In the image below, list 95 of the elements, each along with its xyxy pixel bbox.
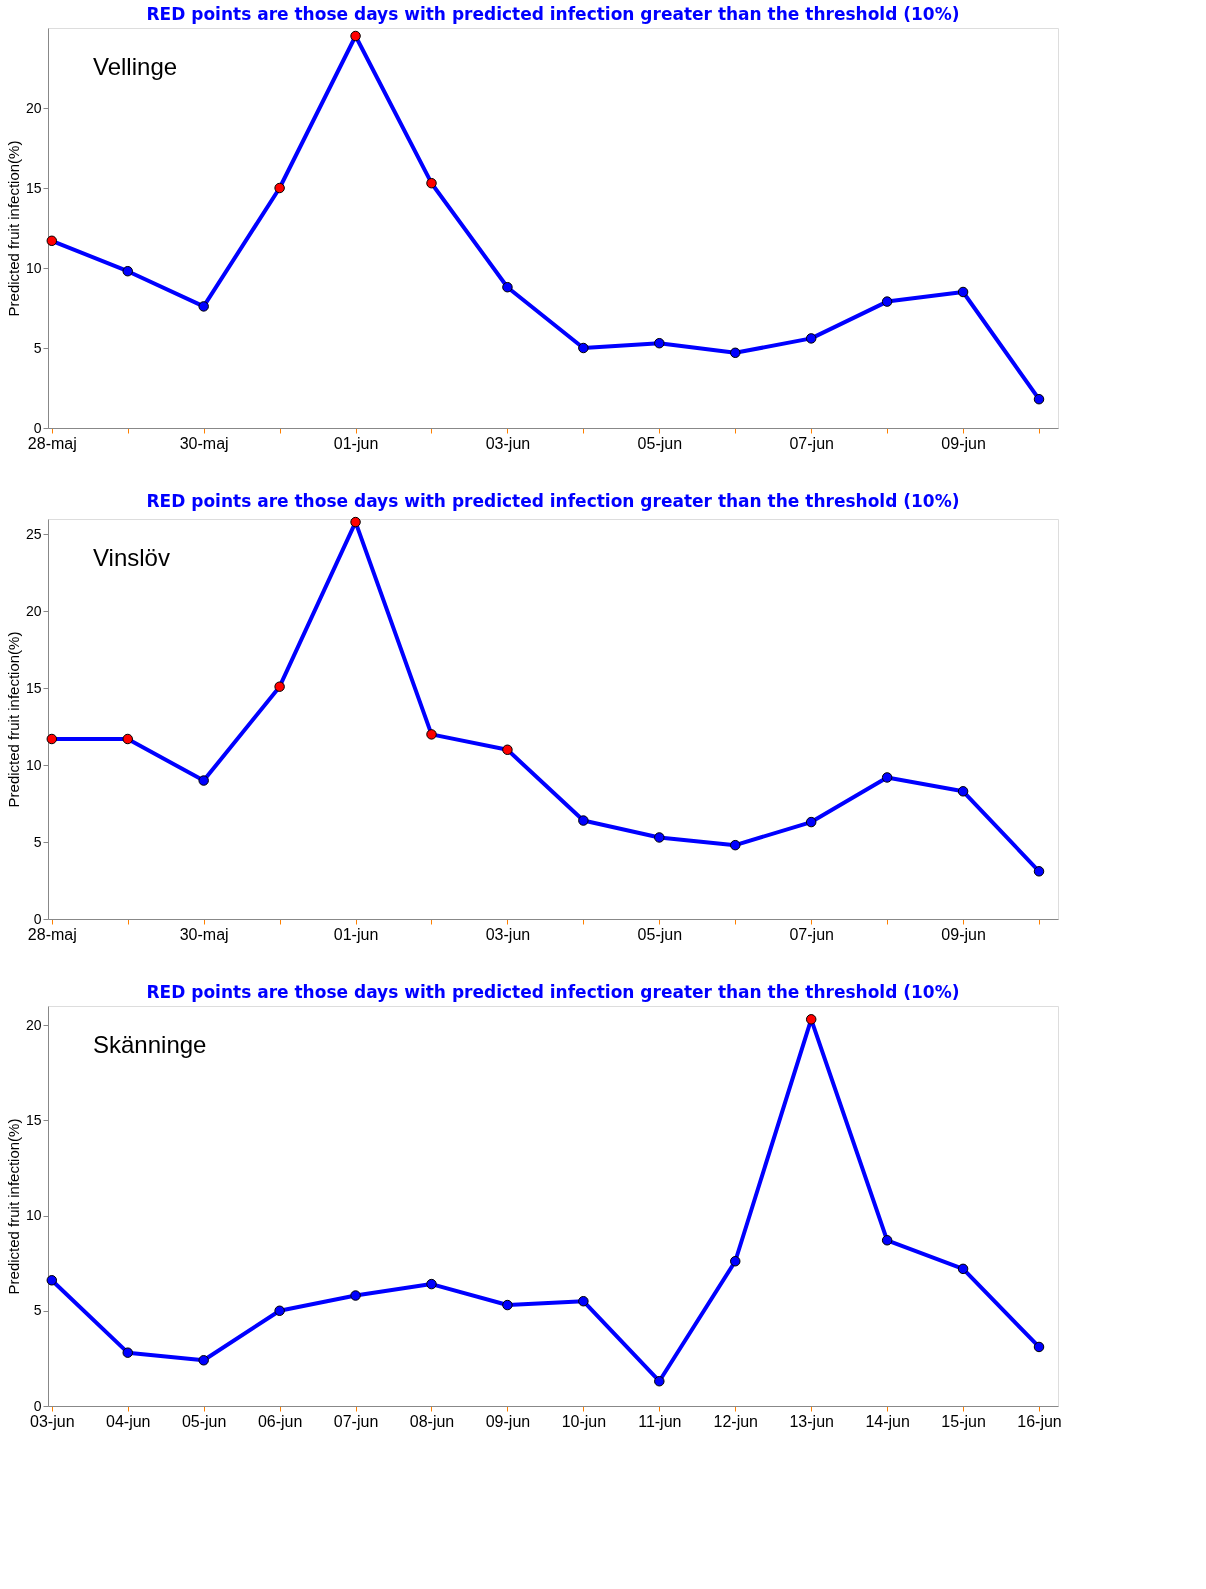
y-axis-title: Predicted fruit infection(%) <box>4 1118 22 1295</box>
x-tick-label: 03-jun <box>30 1412 75 1430</box>
chart-title: RED points are those days with predicted infection greater than the threshold (10%) <box>146 491 960 512</box>
point <box>198 1355 209 1366</box>
chart-title: RED points are those days with predicted infection greater than the threshold (10%) <box>146 4 960 24</box>
x-tick-label: 04-jun <box>105 1412 151 1430</box>
x-tick-label: 07-jun <box>789 925 834 943</box>
y-axis-title: Predicted fruit infection(%) <box>4 140 22 317</box>
point <box>1033 866 1045 877</box>
y-tick-label: 0 <box>33 419 42 436</box>
x-tick-label: 07-jun <box>789 434 834 452</box>
x-tick-label: 30-maj <box>179 434 229 452</box>
y-tick-label: 5 <box>33 1302 42 1319</box>
point <box>881 296 893 307</box>
x-tick-label: 01-jun <box>333 434 379 452</box>
y-tick-label: 10 <box>25 259 42 276</box>
x-tick-label: 10-jun <box>561 1412 607 1430</box>
annotation: Vinslöv <box>93 544 170 571</box>
point <box>122 733 133 745</box>
x-tick-label: 07-jun <box>333 1412 379 1430</box>
point <box>654 1376 665 1387</box>
y-tick-label: 10 <box>25 1207 42 1224</box>
point <box>122 265 133 277</box>
x-tick-label: 08-jun <box>409 1412 455 1430</box>
point <box>805 1014 817 1025</box>
point <box>1033 393 1045 405</box>
x-tick-label: 14-jun <box>865 1412 910 1430</box>
point <box>881 1235 893 1246</box>
point <box>274 1305 285 1316</box>
y-tick-label: 5 <box>33 339 42 356</box>
point <box>198 301 209 312</box>
point <box>122 1347 133 1358</box>
y-tick-label: 20 <box>25 1016 42 1033</box>
point <box>350 1290 361 1301</box>
point <box>730 1256 741 1267</box>
point <box>426 1278 437 1290</box>
point <box>426 177 437 189</box>
y-tick-label: 15 <box>25 1111 42 1128</box>
x-tick-label: 05-jun <box>637 925 683 943</box>
point <box>654 337 665 349</box>
x-tick-label: 16-jun <box>1017 1412 1062 1430</box>
annotation: Skänninge <box>93 1031 207 1058</box>
x-tick-label: 28-maj <box>27 434 77 452</box>
x-tick-label: 06-jun <box>257 1412 303 1430</box>
x-tick-label: 28-maj <box>27 925 77 943</box>
point <box>730 347 741 359</box>
x-tick-label: 11-jun <box>638 1412 682 1430</box>
x-tick-label: 09-jun <box>941 434 986 452</box>
x-tick-label: 03-jun <box>485 434 531 452</box>
point <box>578 815 589 826</box>
y-tick-label: 5 <box>33 833 42 850</box>
x-tick-label: 12-jun <box>713 1412 758 1430</box>
point <box>426 729 437 740</box>
annotation: Vellinge <box>93 53 178 80</box>
y-axis-title: Predicted fruit infection(%) <box>4 631 22 808</box>
y-tick-label: 0 <box>33 1397 42 1414</box>
x-tick-label: 13-jun <box>789 1412 834 1430</box>
point <box>578 342 589 354</box>
x-tick-label: 03-jun <box>485 925 531 943</box>
point <box>502 1299 513 1311</box>
chart-title: RED points are those days with predicted infection greater than the threshold (10%) <box>146 982 960 1002</box>
point <box>46 1275 58 1286</box>
x-tick-label: 05-jun <box>637 434 683 452</box>
x-tick-label: 15-jun <box>941 1412 986 1430</box>
x-tick-label: 01-jun <box>333 925 379 943</box>
x-tick-label: 05-jun <box>181 1412 227 1430</box>
point <box>957 1263 969 1275</box>
point <box>957 286 969 298</box>
y-tick-label: 15 <box>25 679 42 696</box>
y-tick-label: 25 <box>25 525 42 542</box>
point <box>881 772 893 783</box>
x-tick-label: 09-jun <box>941 925 986 943</box>
point <box>805 816 817 828</box>
point <box>730 839 741 851</box>
y-tick-label: 20 <box>25 602 42 619</box>
point <box>350 30 361 42</box>
y-tick-label: 15 <box>25 179 42 196</box>
point <box>957 786 969 797</box>
point <box>46 235 58 247</box>
point <box>1033 1341 1045 1353</box>
point <box>502 281 513 293</box>
point <box>198 775 209 786</box>
x-tick-label: 09-jun <box>485 1412 531 1430</box>
point <box>274 182 285 194</box>
y-tick-label: 20 <box>25 99 42 116</box>
x-tick-label: 30-maj <box>179 925 229 943</box>
point <box>46 733 58 745</box>
y-tick-label: 10 <box>25 756 42 773</box>
y-tick-label: 0 <box>33 910 42 927</box>
point <box>654 832 665 843</box>
point <box>502 744 513 755</box>
point <box>578 1296 589 1307</box>
point <box>274 681 285 692</box>
point <box>350 516 361 528</box>
point <box>805 333 817 344</box>
